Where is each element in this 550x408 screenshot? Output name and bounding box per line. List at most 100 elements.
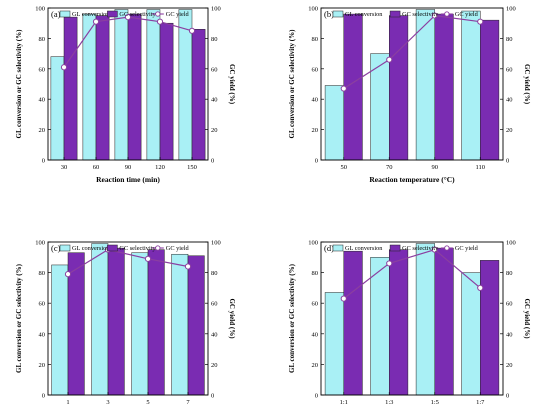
- y-tick-label-right: 20: [506, 127, 513, 134]
- panel-b: 0 0 20 20 40 40 60 60 80 80 100 100 50 70 90 110 Reactio…: [288, 6, 531, 185]
- legend-marker-yield: [155, 245, 161, 251]
- bar-gl-conversion: [82, 13, 97, 161]
- y-tick-label-right: 80: [211, 36, 218, 43]
- x-tick-label: 120: [155, 164, 165, 171]
- point-gc-yield: [124, 14, 132, 21]
- point-gc-yield: [184, 263, 192, 270]
- bar-gc-selectivity: [159, 22, 174, 161]
- y-tick-label-left: 0: [315, 158, 318, 165]
- point-gc-yield: [431, 12, 438, 19]
- y-tick-label-left: 40: [39, 331, 46, 338]
- legend: GL conversion GC selectivity GC yield: [59, 244, 190, 252]
- y-tick-label-right: 40: [506, 97, 513, 104]
- y-tick-label-right: 40: [506, 331, 513, 338]
- point-gc-yield: [60, 64, 68, 71]
- legend-label: GL conversion: [345, 245, 383, 252]
- bar-gc-selectivity: [343, 250, 363, 396]
- bar-gl-conversion: [131, 252, 149, 396]
- legend-swatch-selectivity: [389, 10, 401, 18]
- x-tick-label: 7: [186, 399, 190, 406]
- panel-label: (b): [324, 9, 334, 19]
- point-gc-yield: [386, 56, 393, 63]
- point-gc-yield: [64, 271, 72, 278]
- bar-gl-conversion: [51, 264, 69, 396]
- y-tick-label-right: 80: [506, 270, 513, 277]
- bar-gl-conversion: [370, 257, 390, 396]
- legend-swatch-conversion: [332, 10, 344, 18]
- y-tick-label-left: 40: [39, 97, 46, 104]
- bar-gc-selectivity: [389, 15, 409, 161]
- y-tick-label-left: 60: [312, 66, 319, 73]
- point-gc-yield: [386, 260, 393, 267]
- y-axis-label-right: GC yield (%): [228, 298, 236, 339]
- bar-gc-selectivity: [95, 15, 110, 161]
- y-tick-label-right: 0: [506, 393, 509, 400]
- y-tick-label-left: 80: [312, 36, 319, 43]
- bar-gc-selectivity: [480, 19, 500, 161]
- legend: GL conversion GC selectivity GC yield: [332, 244, 479, 252]
- point-gc-yield: [144, 255, 152, 262]
- bar-gl-conversion: [171, 253, 189, 396]
- y-tick-label-left: 80: [39, 270, 46, 277]
- legend-label: GC selectivity: [402, 11, 439, 18]
- legend-swatch-conversion: [59, 10, 71, 18]
- legend-swatch-selectivity: [389, 244, 401, 252]
- x-tick-label: 1: [66, 399, 69, 406]
- y-tick-label-left: 60: [39, 66, 46, 73]
- point-gc-yield: [156, 18, 164, 25]
- y-tick-label-left: 20: [39, 127, 46, 134]
- legend-label: GL conversion: [72, 245, 110, 252]
- legend-label: GC selectivity: [119, 11, 156, 18]
- line-gc-yield: [343, 248, 481, 300]
- x-tick-label: 1:3: [385, 399, 393, 406]
- bar-gc-selectivity: [63, 16, 78, 161]
- panel-a: 0 0 20 20 40 40 60 60 80 80 100 100 30 60 90 120 150 Reac…: [15, 6, 236, 185]
- legend-label: GC yield: [166, 245, 190, 252]
- point-gc-yield: [340, 295, 347, 302]
- y-tick-label-left: 80: [312, 270, 319, 277]
- x-tick-label: 90: [125, 164, 132, 171]
- legend-marker-yield: [444, 11, 450, 17]
- legend-label: GC yield: [455, 11, 479, 18]
- y-tick-label-right: 60: [211, 301, 218, 308]
- y-tick-label-right: 60: [506, 66, 513, 73]
- y-tick-label-right: 80: [211, 270, 218, 277]
- y-tick-label-left: 100: [35, 6, 45, 13]
- y-tick-label-left: 0: [42, 158, 45, 165]
- legend-swatch-conversion: [332, 244, 344, 252]
- y-axis-label-right: GC yield (%): [228, 64, 236, 105]
- y-tick-label-left: 20: [312, 127, 319, 134]
- bar-gl-conversion: [461, 272, 481, 396]
- bar-gl-conversion: [415, 9, 436, 161]
- x-tick-label: 90: [432, 164, 439, 171]
- x-tick-label: 30: [61, 164, 68, 171]
- y-axis-label-left: GL conversion or GC selectivity (%): [288, 29, 296, 139]
- legend-marker-yield: [444, 245, 450, 251]
- legend-swatch-selectivity: [107, 10, 118, 18]
- y-tick-label-right: 60: [211, 66, 218, 73]
- bar-gl-conversion: [324, 292, 345, 396]
- legend-label: GC selectivity: [402, 245, 439, 252]
- bar-gl-conversion: [114, 9, 129, 161]
- plot-frame: [47, 241, 209, 396]
- legend-label: GL conversion: [345, 11, 383, 18]
- y-tick-label-left: 20: [312, 362, 319, 369]
- bar-gl-conversion: [50, 56, 65, 161]
- bar-gc-selectivity: [434, 247, 454, 396]
- y-tick-label-right: 60: [506, 301, 513, 308]
- x-tick-label: 1:1: [340, 399, 348, 406]
- point-gc-yield: [340, 85, 347, 92]
- panel-label: (a): [51, 9, 61, 19]
- y-tick-label-right: 100: [211, 6, 221, 13]
- y-axis-label-left: GL conversion or GC selectivity (%): [15, 29, 23, 139]
- y-tick-label-right: 0: [211, 158, 214, 165]
- y-tick-label-left: 0: [42, 393, 45, 400]
- y-tick-label-left: 60: [312, 301, 319, 308]
- bar-gl-conversion: [461, 10, 481, 161]
- bar-gc-selectivity: [187, 255, 205, 396]
- y-tick-label-left: 20: [39, 362, 46, 369]
- bar-gl-conversion: [91, 243, 109, 396]
- x-tick-label: 70: [386, 164, 393, 171]
- panel-c: 0020204040606080801001001357Cat/GL ratio…: [15, 240, 236, 407]
